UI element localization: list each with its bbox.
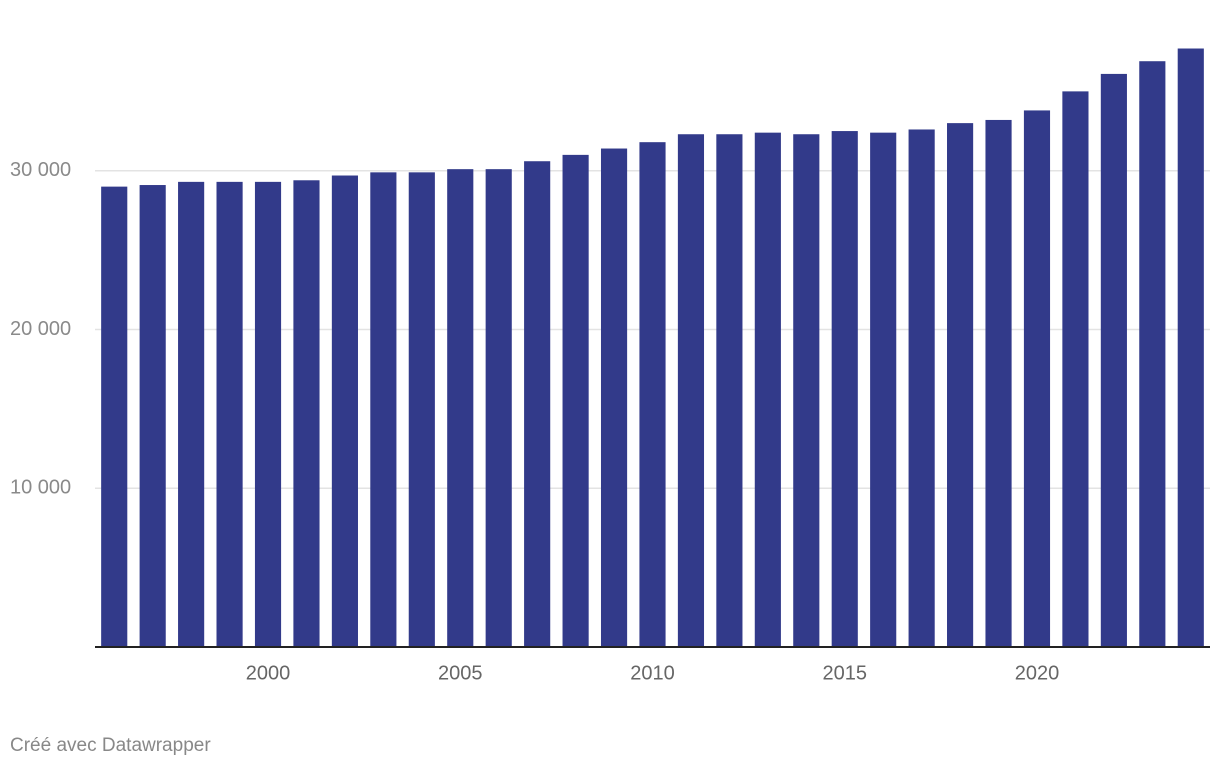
bar (293, 180, 320, 647)
bar (370, 172, 397, 647)
bar (985, 119, 1012, 647)
bar (908, 129, 935, 648)
bar (254, 181, 282, 648)
bar (1023, 110, 1051, 648)
bar (1177, 48, 1204, 647)
bar (562, 154, 589, 647)
bar (178, 181, 205, 648)
bar (639, 142, 666, 648)
bar (524, 161, 551, 647)
bar (1100, 73, 1127, 648)
bar (870, 132, 897, 647)
x-tick-label: 2020 (1015, 662, 1060, 684)
footer: Créé avec Datawrapper (10, 735, 211, 756)
bar (754, 132, 781, 647)
bar (216, 181, 243, 648)
bar (677, 134, 705, 648)
bar (408, 172, 435, 647)
bar (447, 169, 474, 647)
bar (947, 123, 974, 647)
y-tick-label: 10 000 (10, 477, 71, 499)
bar (1062, 91, 1089, 647)
bar (793, 134, 820, 648)
x-tick-label: 2000 (246, 662, 291, 684)
y-tick-label: 30 000 (10, 159, 71, 181)
bar (101, 186, 128, 647)
x-tick-label: 2015 (822, 662, 867, 684)
bar (139, 185, 166, 647)
bar (331, 175, 358, 647)
y-tick-label: 20 000 (10, 318, 71, 340)
bar (600, 148, 628, 647)
bar (485, 169, 512, 647)
bar (831, 131, 858, 647)
x-tick-label: 2005 (438, 662, 483, 684)
x-tick-label: 2010 (630, 662, 675, 684)
bar (1139, 61, 1166, 647)
bar (716, 134, 743, 648)
